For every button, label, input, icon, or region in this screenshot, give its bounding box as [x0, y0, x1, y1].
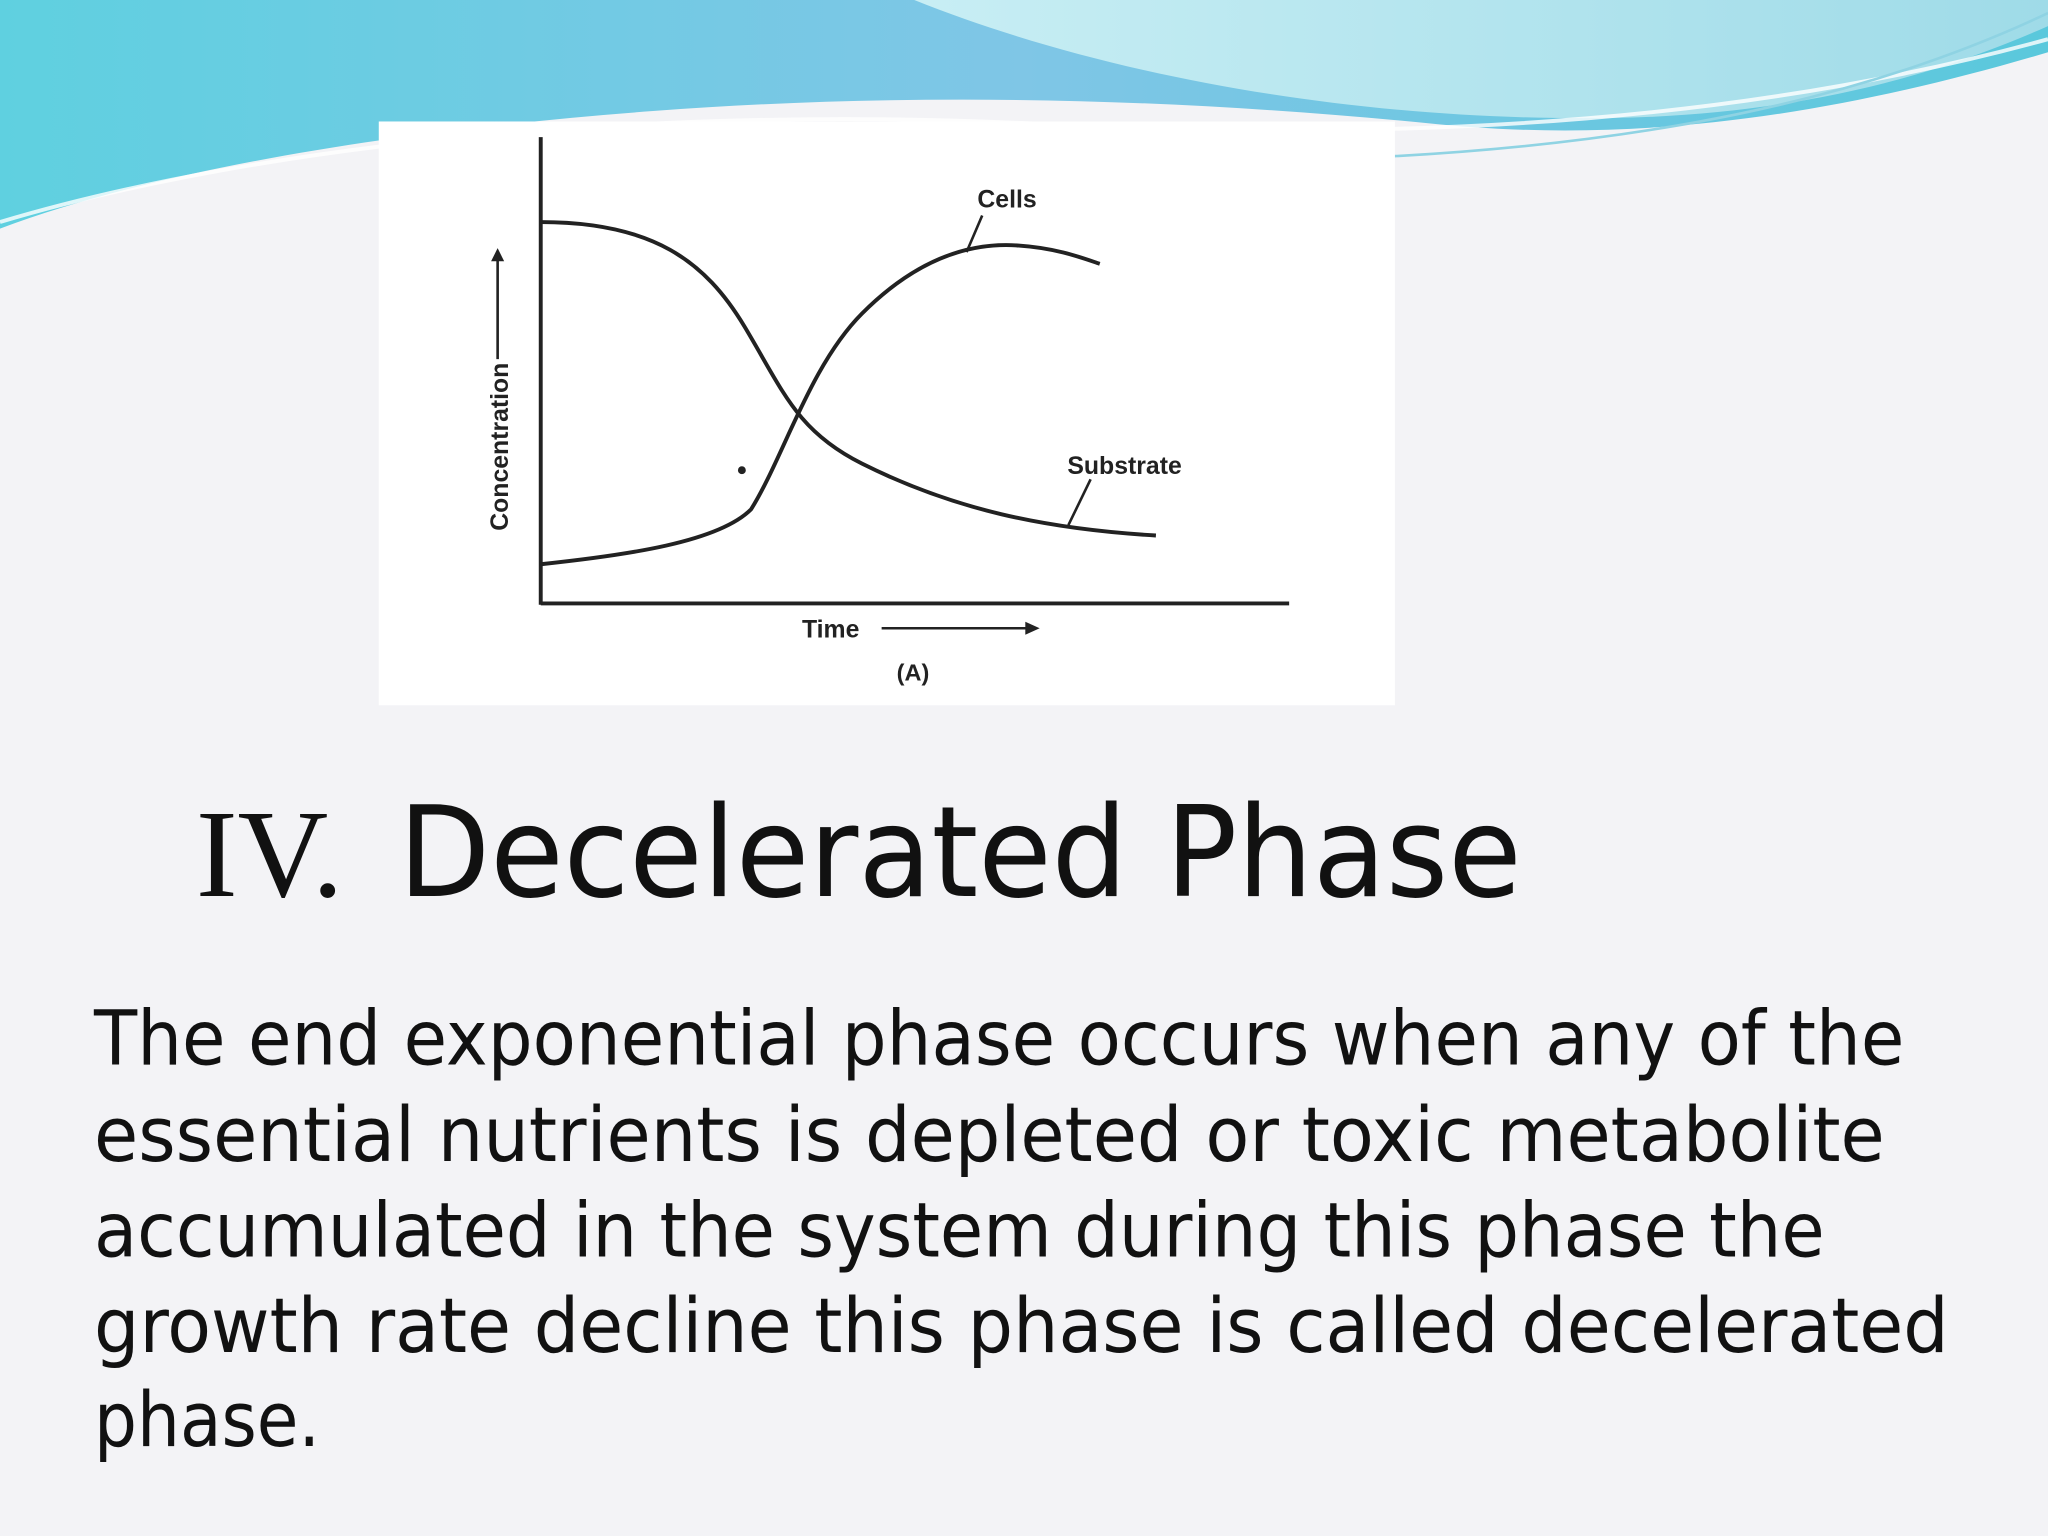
wave-line	[1384, 11, 2048, 159]
curve-label: Cells	[977, 187, 1036, 214]
body-line: phase.	[94, 1376, 320, 1464]
substrate-pointer	[1067, 478, 1092, 526]
cells-pointer	[965, 214, 984, 253]
body-line: The end exponential phase occurs when an…	[93, 994, 1904, 1082]
figure-background	[378, 121, 1395, 706]
body-line: essential nutrients is depleted or toxic…	[94, 1091, 1885, 1179]
title: Decelerated Phase	[398, 780, 1521, 926]
substrate-curve	[540, 220, 1157, 538]
title-numeral: IV.	[196, 785, 343, 924]
x-arrowhead	[1025, 621, 1040, 635]
y-arrowhead	[491, 248, 505, 262]
header-wave-light	[914, 0, 2048, 119]
y-axis-label: Concentration	[487, 363, 514, 531]
cells-curve	[540, 243, 1101, 567]
figure: Cells Substrate Concentration Time (A)	[378, 121, 1395, 706]
curve-label: Substrate	[1067, 453, 1181, 480]
dot	[737, 466, 746, 475]
body-line: accumulated in the system during this ph…	[94, 1186, 1825, 1274]
body-line: growth rate decline this phase is called…	[94, 1282, 1949, 1370]
figure-caption: (A)	[897, 659, 930, 685]
x-axis-label: Time	[802, 616, 859, 643]
